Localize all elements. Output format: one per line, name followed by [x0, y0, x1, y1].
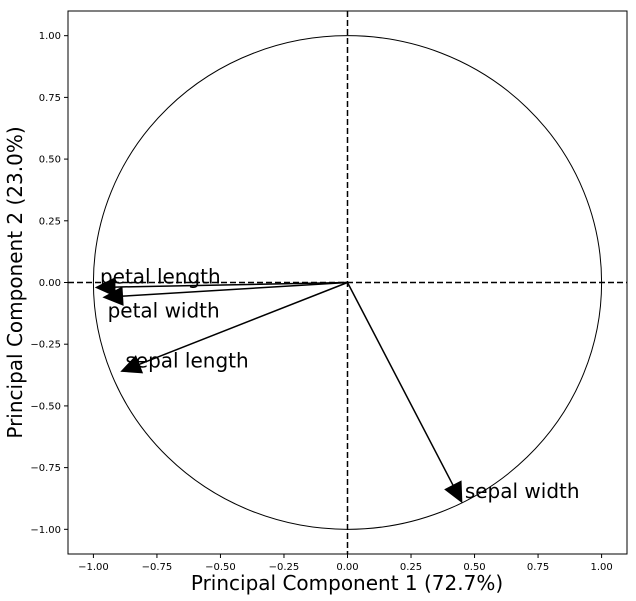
- arrow-head: [444, 480, 463, 504]
- vector-sepal-width: sepal width: [346, 282, 580, 504]
- x-tick-label: 0.00: [336, 562, 358, 573]
- y-tick-label: 0.00: [39, 278, 61, 289]
- y-tick-label: −1.00: [30, 525, 61, 536]
- y-tick-label: −0.50: [30, 401, 61, 412]
- vector-petal-length: petal length: [94, 264, 348, 297]
- arrow-head: [94, 277, 116, 297]
- x-tick-label: 0.25: [400, 562, 422, 573]
- x-tick-label: 0.50: [463, 562, 485, 573]
- vector-line: [138, 281, 348, 366]
- vector-sepal-length: sepal length: [120, 281, 348, 374]
- x-axis: −1.00 −0.75 −0.50 −0.25 0.00 0.25 0.50 0.75 1.00: [78, 554, 613, 573]
- y-tick-label: 0.25: [39, 216, 61, 227]
- vector-label: petal width: [108, 298, 220, 322]
- x-tick-label: 1.00: [590, 562, 612, 573]
- arrow-head: [120, 355, 144, 374]
- vector-label: petal length: [100, 264, 221, 288]
- vector-label: sepal length: [125, 348, 248, 372]
- y-tick-label: −0.75: [30, 463, 61, 474]
- x-axis-title: Principal Component 1 (72.7%): [191, 571, 503, 595]
- vector-line: [346, 282, 454, 486]
- y-tick-label: −0.25: [30, 340, 61, 351]
- arrow-head: [102, 286, 124, 306]
- vector-line: [122, 281, 348, 297]
- x-tick-label: −1.00: [78, 562, 109, 573]
- y-axis-title: Principal Component 2 (23.0%): [3, 126, 27, 438]
- y-axis: 1.00 0.75 0.50 0.25 0.00 −0.25 −0.50 −0.75 −1.00: [30, 31, 68, 536]
- vector-petal-width: petal width: [102, 281, 348, 322]
- y-tick-label: 0.50: [39, 155, 61, 166]
- x-tick-label: −0.75: [142, 562, 173, 573]
- x-tick-label: 0.75: [527, 562, 549, 573]
- y-tick-label: 1.00: [39, 31, 61, 42]
- vector-line: [114, 281, 348, 288]
- vector-label: sepal width: [465, 479, 580, 503]
- x-tick-label: −0.25: [269, 562, 300, 573]
- x-tick-label: −0.50: [205, 562, 236, 573]
- y-tick-label: 0.75: [39, 93, 61, 104]
